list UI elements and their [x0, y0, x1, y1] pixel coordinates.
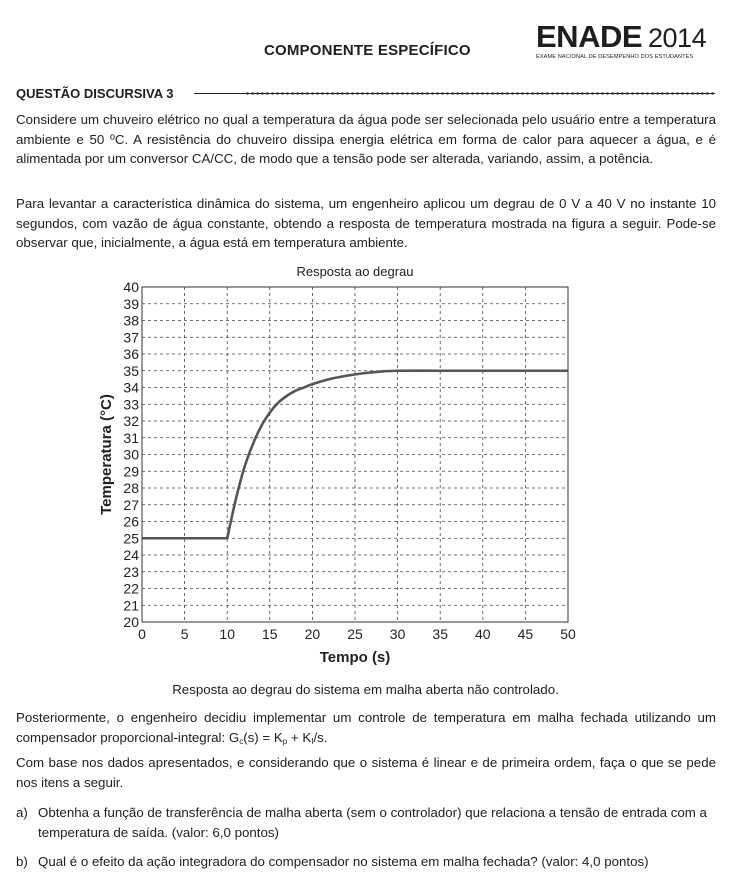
- x-tick-label: 10: [219, 626, 235, 642]
- y-tick-label: 36: [123, 346, 139, 362]
- y-tick-label: 39: [123, 296, 139, 312]
- p3-mid1: (s) = K: [243, 729, 283, 745]
- y-tick-label: 28: [123, 480, 139, 496]
- y-tick-label: 35: [123, 363, 139, 379]
- y-tick-label: 22: [123, 581, 139, 597]
- item-a-text: Obtenha a função de transferência de mal…: [38, 805, 707, 840]
- chart-title: Resposta ao degrau: [296, 264, 413, 279]
- item-b-label: b): [16, 854, 28, 869]
- brand-subtitle: EXAME NACIONAL DE DESEMPENHO DOS ESTUDAN…: [536, 54, 694, 60]
- item-a-label: a): [16, 805, 28, 820]
- x-tick-label: 25: [347, 626, 363, 642]
- y-tick-label: 37: [123, 329, 139, 345]
- x-tick-label: 30: [390, 626, 406, 642]
- figure-caption: Resposta ao degrau do sistema em malha a…: [172, 682, 559, 697]
- series-line: [142, 369, 568, 540]
- section-header: COMPONENTE ESPECÍFICO: [264, 42, 471, 59]
- y-tick-label: 34: [123, 380, 139, 396]
- sub-c: c: [239, 736, 244, 746]
- brand-year: 2014: [648, 23, 707, 53]
- paragraph-2: Para levantar a característica dinâmica …: [16, 196, 716, 250]
- paragraph-4: Com base nos dados apresentados, e consi…: [16, 755, 716, 790]
- y-tick-label: 27: [123, 497, 139, 513]
- x-tick-label: 50: [560, 626, 576, 642]
- item-b-text: Qual é o efeito da ação integradora do c…: [38, 854, 649, 869]
- brand-logo: ENADE 2014: [536, 19, 707, 55]
- title-dotted-rule: [245, 92, 715, 95]
- x-tick-label: 0: [138, 626, 146, 642]
- p3-mid2: + K: [287, 729, 312, 745]
- x-tick-label: 15: [262, 626, 278, 642]
- step-response-chart: 0 5 10 15 20 25 30 35 40 45 5020212223242526272829…: [98, 264, 576, 666]
- x-tick-label: 5: [181, 626, 189, 642]
- y-tick-label: 20: [123, 614, 139, 630]
- y-tick-label: 30: [123, 447, 139, 463]
- y-tick-label: 21: [123, 597, 139, 613]
- y-tick-label: 40: [123, 279, 139, 295]
- paragraph-3: Posteriormente, o engenheiro decidiu imp…: [16, 708, 716, 751]
- y-tick-label: 38: [123, 313, 139, 329]
- y-tick-label: 23: [123, 564, 139, 580]
- y-tick-label: 25: [123, 530, 139, 546]
- question-title: QUESTÃO DISCURSIVA 3: [16, 86, 174, 101]
- y-tick-label: 24: [123, 547, 139, 563]
- sub-p: p: [282, 736, 288, 746]
- y-tick-label: 29: [123, 463, 139, 479]
- y-tick-label: 33: [123, 396, 139, 412]
- x-axis-label: Tempo (s): [320, 649, 391, 666]
- x-tick-label: 20: [305, 626, 321, 642]
- paragraph-1: Considere um chuveiro elétrico no qual a…: [16, 112, 716, 166]
- y-tick-label: 32: [123, 413, 139, 429]
- p3-suffix: /s.: [313, 729, 328, 745]
- brand-main: ENADE: [536, 19, 643, 54]
- x-tick-label: 40: [475, 626, 491, 642]
- p3-prefix: Posteriormente, o engenheiro decidiu imp…: [16, 710, 716, 745]
- y-tick-label: 26: [123, 514, 139, 530]
- y-tick-label: 31: [123, 430, 139, 446]
- y-axis-label: Temperatura (°C): [98, 394, 115, 515]
- x-tick-label: 45: [518, 626, 534, 642]
- x-tick-label: 35: [432, 626, 448, 642]
- sub-i: I: [311, 736, 314, 746]
